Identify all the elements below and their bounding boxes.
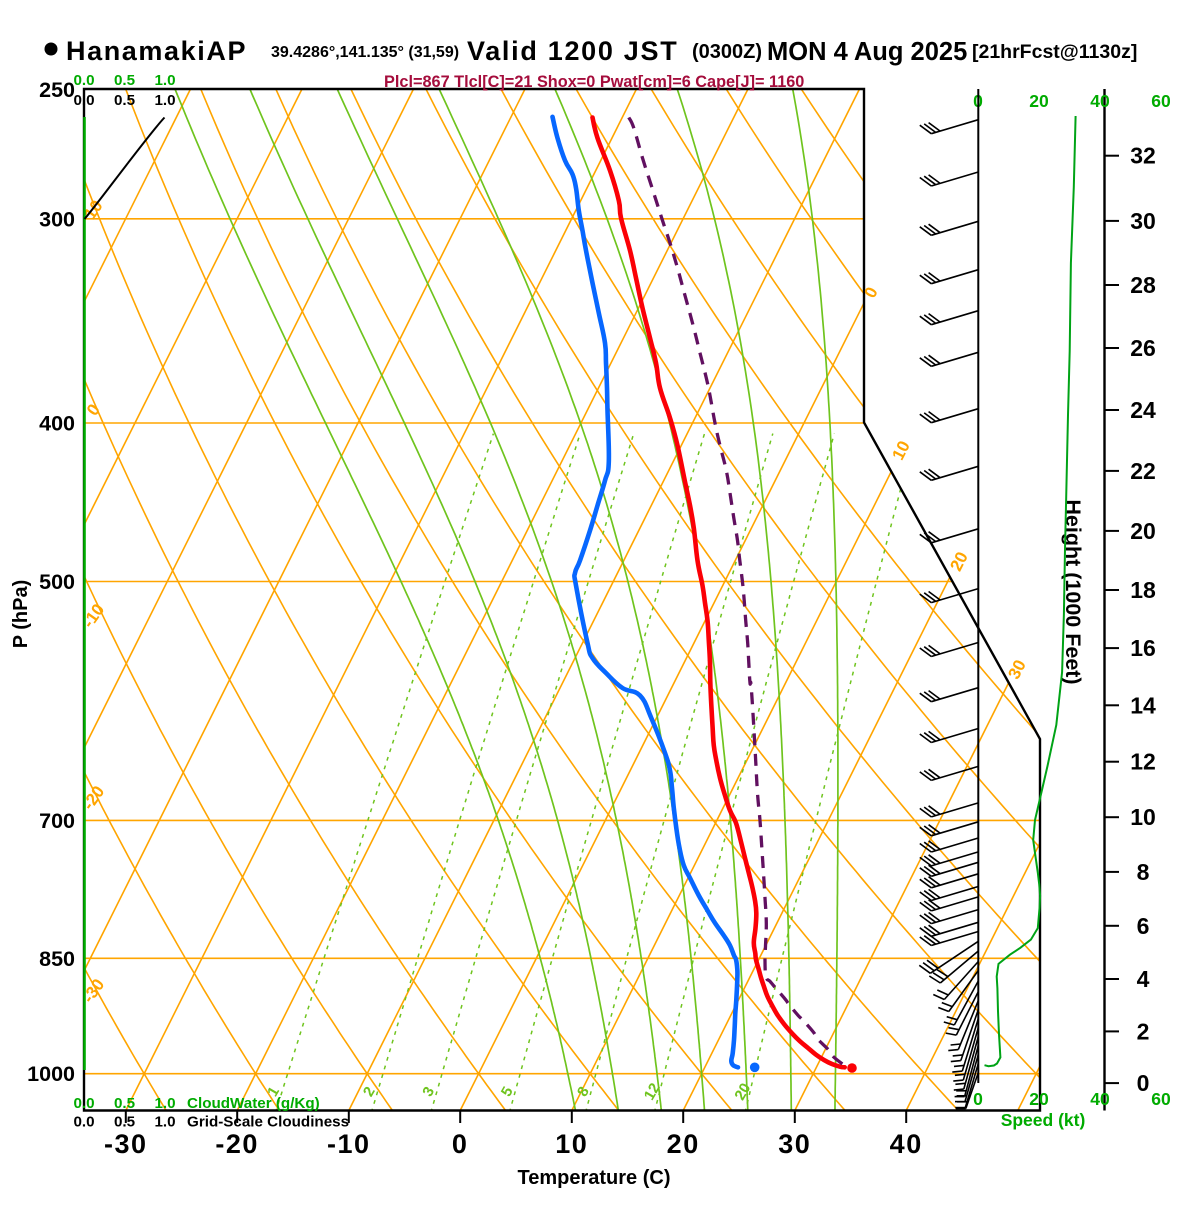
svg-text:0.5: 0.5 bbox=[114, 72, 136, 89]
svg-text:14: 14 bbox=[1130, 692, 1156, 718]
svg-text:0: 0 bbox=[1137, 1070, 1150, 1096]
svg-text:Speed (kt): Speed (kt) bbox=[1001, 1110, 1086, 1130]
svg-text:4: 4 bbox=[1137, 966, 1150, 992]
svg-text:39.4286°,141.135° (31,59): 39.4286°,141.135° (31,59) bbox=[271, 44, 459, 61]
svg-text:6: 6 bbox=[1137, 913, 1150, 939]
svg-text:Valid 1200 JST: Valid 1200 JST bbox=[467, 36, 678, 66]
svg-text:18: 18 bbox=[1130, 577, 1156, 603]
svg-text:10: 10 bbox=[555, 1129, 588, 1159]
svg-text:Plcl=867 Tlcl[C]=21 Shox=0 Pwa: Plcl=867 Tlcl[C]=21 Shox=0 Pwat[cm]=6 Ca… bbox=[384, 73, 804, 91]
svg-text:250: 250 bbox=[39, 78, 75, 102]
svg-text:500: 500 bbox=[39, 570, 75, 594]
svg-text:300: 300 bbox=[39, 207, 75, 231]
svg-text:40: 40 bbox=[890, 1129, 923, 1159]
svg-text:MON 4 Aug 2025: MON 4 Aug 2025 bbox=[767, 38, 967, 66]
svg-text:32: 32 bbox=[1130, 143, 1156, 169]
svg-text:P (hPa): P (hPa) bbox=[10, 580, 32, 649]
svg-text:1.0: 1.0 bbox=[154, 1095, 175, 1112]
svg-text:12: 12 bbox=[641, 1080, 664, 1103]
svg-text:40: 40 bbox=[1090, 91, 1110, 111]
svg-text:400: 400 bbox=[39, 412, 75, 436]
svg-text:30: 30 bbox=[1130, 208, 1156, 234]
svg-text:[21hrFcst@1130z]: [21hrFcst@1130z] bbox=[972, 41, 1137, 63]
svg-text:16: 16 bbox=[1130, 635, 1156, 661]
svg-text:24: 24 bbox=[1130, 397, 1156, 423]
svg-text:1.0: 1.0 bbox=[154, 92, 175, 109]
svg-text:1.0: 1.0 bbox=[154, 1114, 175, 1131]
svg-text:0.0: 0.0 bbox=[73, 1114, 94, 1131]
svg-text:26: 26 bbox=[1130, 335, 1156, 361]
svg-text:12: 12 bbox=[1130, 749, 1156, 775]
svg-text:0.5: 0.5 bbox=[114, 1114, 136, 1131]
svg-text:40: 40 bbox=[1090, 1089, 1110, 1109]
svg-text:20: 20 bbox=[1130, 518, 1156, 544]
svg-text:-30: -30 bbox=[104, 1129, 148, 1159]
svg-text:20: 20 bbox=[667, 1129, 700, 1159]
svg-text:0.5: 0.5 bbox=[114, 1095, 136, 1112]
svg-text:0: 0 bbox=[973, 1089, 983, 1109]
svg-text:-20: -20 bbox=[215, 1129, 259, 1159]
svg-text:28: 28 bbox=[1130, 272, 1156, 298]
svg-text:22: 22 bbox=[1130, 458, 1156, 484]
svg-text:(0300Z): (0300Z) bbox=[692, 41, 762, 63]
svg-text:60: 60 bbox=[1151, 1089, 1171, 1109]
svg-text:Grid-Scale Cloudiness: Grid-Scale Cloudiness bbox=[187, 1114, 349, 1131]
svg-text:10: 10 bbox=[1130, 804, 1156, 830]
svg-text:850: 850 bbox=[39, 947, 75, 971]
svg-text:20: 20 bbox=[731, 1080, 754, 1103]
svg-text:20: 20 bbox=[1029, 1089, 1049, 1109]
svg-text:0.0: 0.0 bbox=[73, 1095, 94, 1112]
svg-text:Temperature (C): Temperature (C) bbox=[518, 1167, 671, 1189]
svg-text:20: 20 bbox=[1029, 91, 1049, 111]
svg-text:30: 30 bbox=[778, 1129, 811, 1159]
svg-text:1000: 1000 bbox=[27, 1062, 75, 1086]
svg-text:1.0: 1.0 bbox=[154, 72, 175, 89]
svg-text:0.0: 0.0 bbox=[73, 92, 94, 109]
svg-text:CloudWater (g/Kg): CloudWater (g/Kg) bbox=[187, 1095, 320, 1112]
svg-text:-10: -10 bbox=[327, 1129, 371, 1159]
svg-text:60: 60 bbox=[1151, 91, 1171, 111]
svg-text:8: 8 bbox=[1137, 859, 1150, 885]
svg-text:0: 0 bbox=[452, 1129, 469, 1159]
svg-text:HanamakiAP: HanamakiAP bbox=[66, 36, 247, 66]
svg-text:700: 700 bbox=[39, 809, 75, 833]
svg-text:2: 2 bbox=[1137, 1018, 1150, 1044]
svg-text:0.0: 0.0 bbox=[73, 72, 94, 89]
svg-text:0.5: 0.5 bbox=[114, 92, 136, 109]
